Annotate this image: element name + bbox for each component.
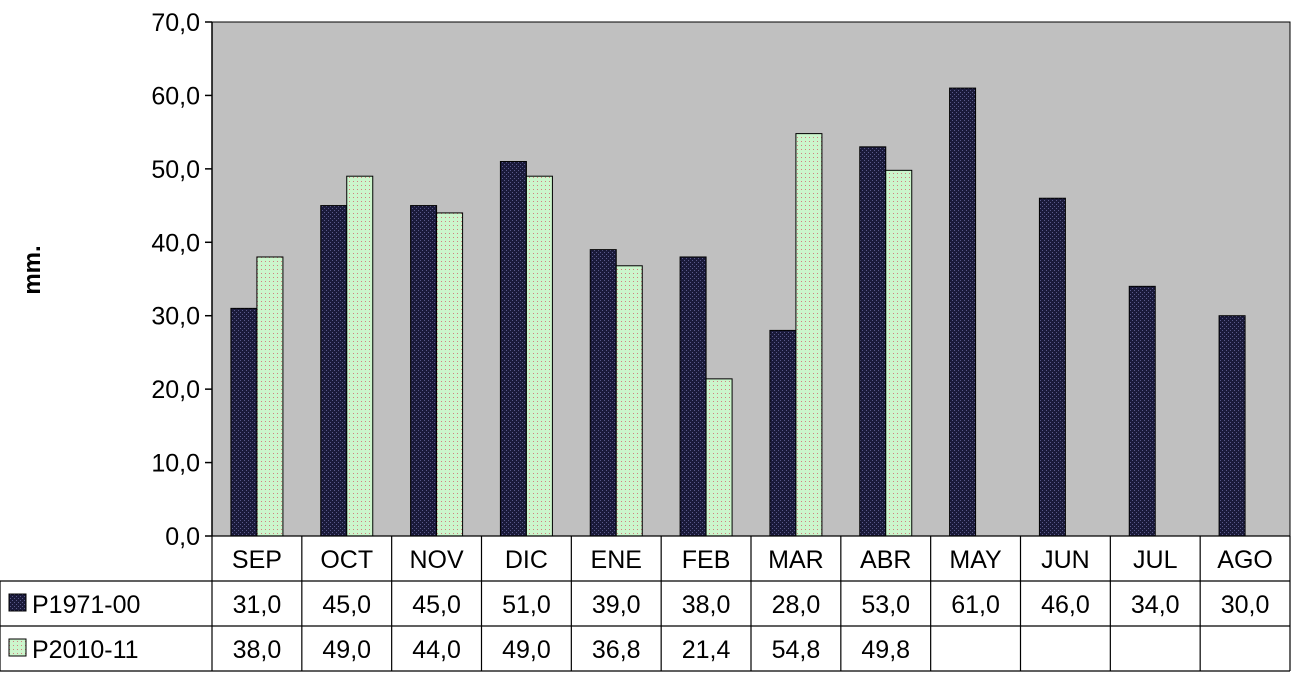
data-label: 44,0 [412, 636, 461, 664]
data-label: 36,8 [592, 636, 641, 664]
x-tick-label: SEP [232, 546, 282, 574]
x-tick-label: MAR [768, 546, 824, 574]
data-label: 49,8 [861, 636, 910, 664]
legend-swatch [8, 593, 27, 612]
data-label: 49,0 [502, 636, 551, 664]
y-tick-label: 40,0 [151, 229, 200, 257]
legend-swatch [8, 638, 27, 657]
x-tick-label: MAY [949, 546, 1002, 574]
bar-p1971-00-abr [859, 146, 887, 537]
y-tick-label: 10,0 [151, 450, 200, 478]
data-label: 49,0 [322, 636, 371, 664]
bar-p1971-00-jun [1038, 197, 1066, 537]
bar-p2010-11-abr [885, 169, 913, 537]
data-label: 38,0 [682, 591, 731, 619]
x-tick-label: JUL [1133, 546, 1178, 574]
y-axis-label: mm. [19, 245, 46, 294]
bar-p1971-00-ago [1218, 315, 1246, 537]
x-tick-label: ABR [860, 546, 911, 574]
bar-p1971-00-jul [1128, 285, 1156, 537]
x-tick-label: JUN [1041, 546, 1090, 574]
legend-label: P1971-00 [32, 591, 140, 619]
y-tick-label: 60,0 [151, 82, 200, 110]
data-label: 34,0 [1131, 591, 1180, 619]
bar-p1971-00-dic [499, 161, 527, 537]
plot-area [211, 21, 1291, 537]
x-tick-label: NOV [409, 546, 464, 574]
y-tick-label: 20,0 [151, 376, 200, 404]
y-tick-label: 30,0 [151, 303, 200, 331]
data-label: 30,0 [1221, 591, 1270, 619]
data-label: 45,0 [412, 591, 461, 619]
data-label: 28,0 [772, 591, 821, 619]
data-label: 54,8 [772, 636, 821, 664]
y-tick-label: 70,0 [151, 9, 200, 37]
bar-p1971-00-ene [589, 249, 617, 537]
bar-p2010-11-oct [346, 175, 374, 537]
x-tick-label: OCT [320, 546, 373, 574]
bar-p1971-00-may [949, 87, 977, 537]
data-label: 31,0 [233, 591, 282, 619]
legend-label: P2010-11 [32, 636, 139, 664]
data-label: 46,0 [1041, 591, 1090, 619]
data-label: 53,0 [861, 591, 910, 619]
y-tick-label: 50,0 [151, 156, 200, 184]
data-label: 39,0 [592, 591, 641, 619]
data-label: 51,0 [502, 591, 551, 619]
bar-p2010-11-feb [705, 378, 733, 537]
x-tick-label: AGO [1217, 546, 1273, 574]
x-tick-label: FEB [682, 546, 731, 574]
bar-p2010-11-mar [795, 133, 823, 537]
data-label: 45,0 [322, 591, 371, 619]
bar-p1971-00-feb [679, 256, 707, 537]
x-tick-label: DIC [505, 546, 548, 574]
data-label: 21,4 [682, 636, 731, 664]
bar-p1971-00-nov [410, 205, 438, 537]
data-label: 61,0 [951, 591, 1000, 619]
bar-p2010-11-dic [525, 175, 553, 537]
bar-p2010-11-sep [256, 256, 284, 537]
bar-p1971-00-oct [320, 205, 348, 537]
bar-p1971-00-mar [769, 329, 797, 537]
data-label: 38,0 [233, 636, 282, 664]
bar-p1971-00-sep [230, 307, 258, 537]
bar-p2010-11-ene [615, 265, 643, 537]
bar-p2010-11-nov [436, 212, 464, 537]
x-tick-label: ENE [591, 546, 642, 574]
y-tick-label: 0,0 [165, 523, 200, 551]
